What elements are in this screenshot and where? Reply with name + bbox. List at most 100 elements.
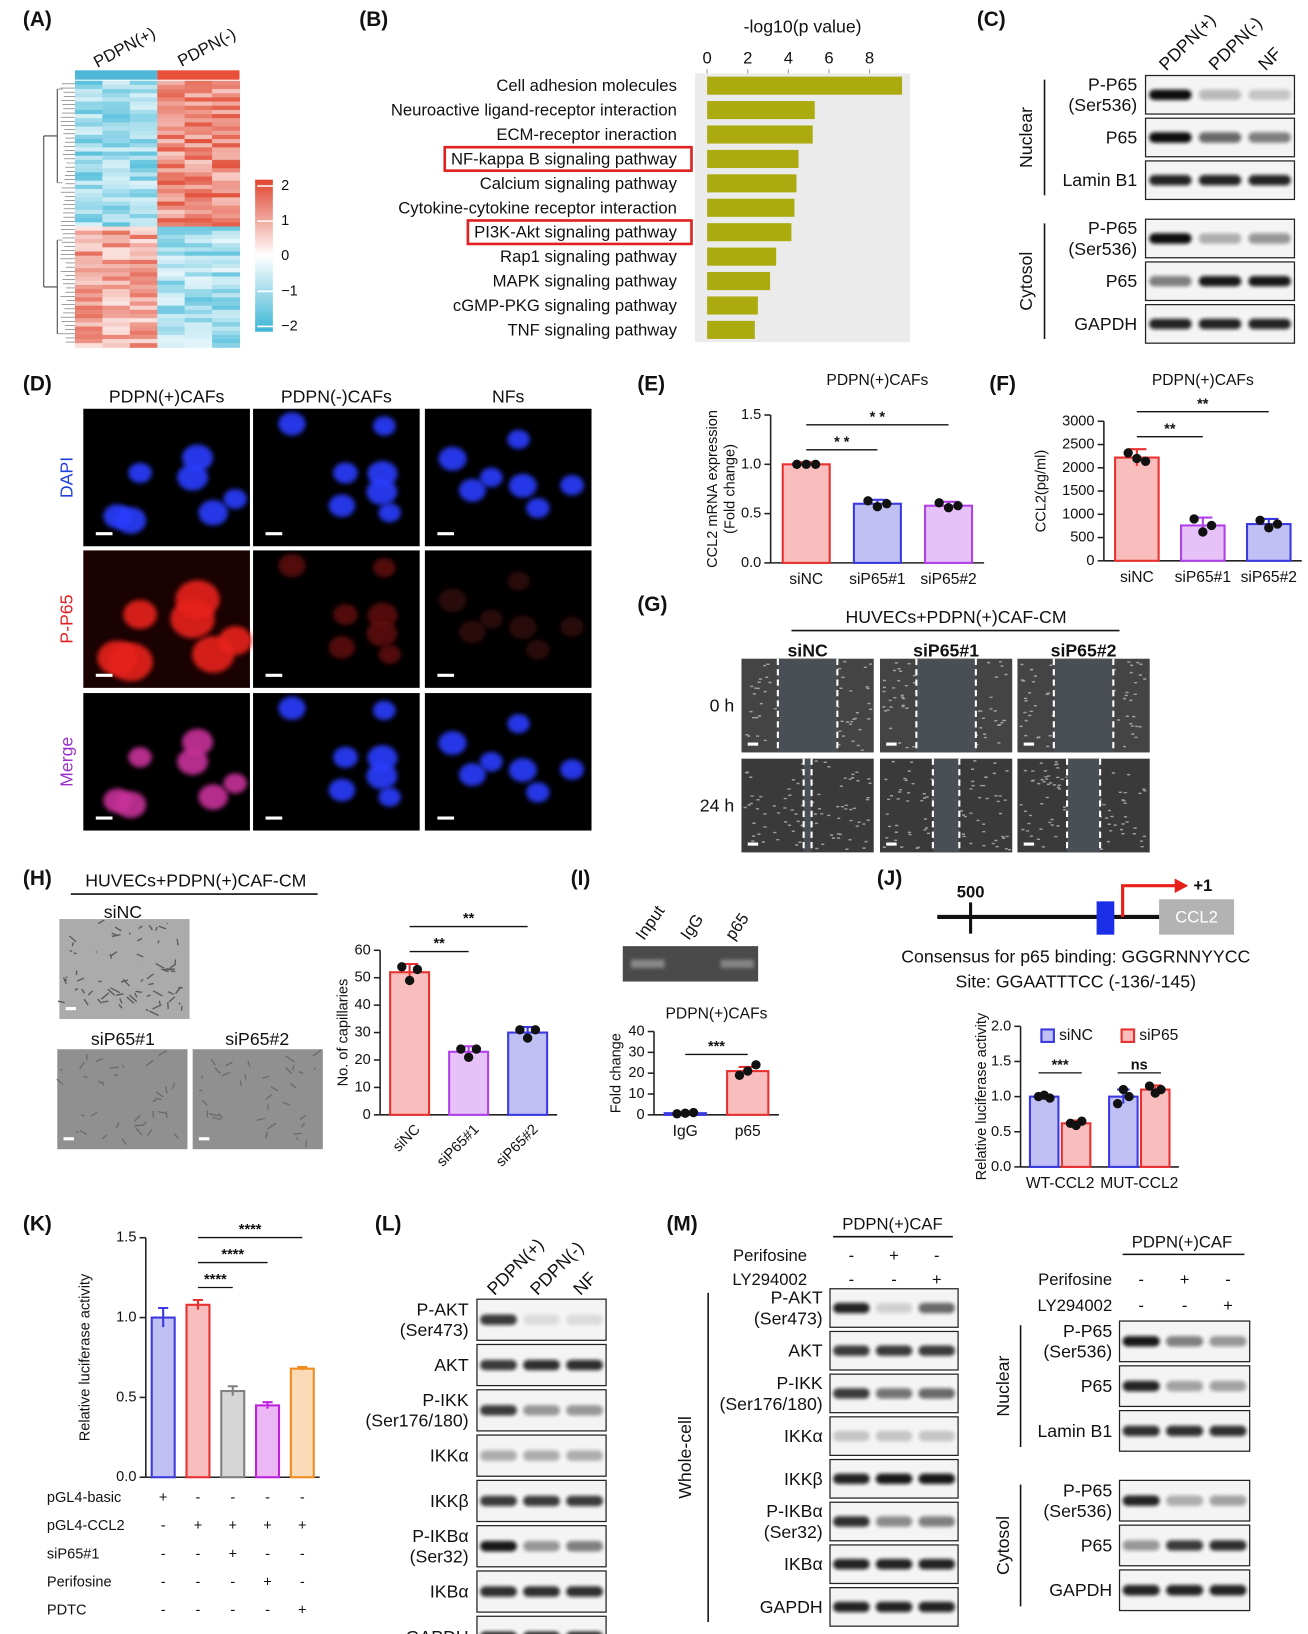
cell-texture xyxy=(743,760,872,851)
x-tick-label: IgG xyxy=(673,1123,698,1140)
panel-label: (E) xyxy=(637,372,665,395)
heatmap-cell xyxy=(129,268,158,273)
heatmap-cell xyxy=(102,280,131,286)
row-label: P-P65 xyxy=(57,594,77,643)
heatmap-cell xyxy=(102,226,131,232)
heatmap-cell xyxy=(184,326,213,332)
wound-gap xyxy=(777,658,838,753)
heatmap-cell xyxy=(184,201,213,207)
heatmap-cell xyxy=(74,151,103,157)
heatmap-cell xyxy=(157,330,186,336)
panel-label: (H) xyxy=(23,867,52,890)
heatmap-cell xyxy=(212,255,241,261)
row-label: (Ser32) xyxy=(410,1547,469,1567)
row-label: GAPDH xyxy=(1049,1580,1112,1600)
heatmap-cell xyxy=(157,218,186,223)
cell-nucleus xyxy=(378,503,401,523)
bar xyxy=(707,272,771,291)
condition-sign: - xyxy=(265,1546,270,1562)
heatmap-cell xyxy=(102,205,131,211)
panel-label: (L) xyxy=(375,1213,402,1236)
heatmap-cell xyxy=(74,180,103,186)
bar xyxy=(852,502,902,564)
condition-sign: + xyxy=(1180,1270,1190,1289)
blot-band xyxy=(480,1359,517,1371)
micrograph xyxy=(83,408,250,547)
cell-nucleus xyxy=(218,626,252,656)
condition-sign: - xyxy=(196,1490,201,1506)
heatmap-cell xyxy=(102,114,131,119)
heatmap-cell xyxy=(157,105,186,111)
bar xyxy=(150,1316,176,1479)
x-tick-label: siP65#1 xyxy=(849,571,905,588)
heatmap-cell xyxy=(129,334,158,340)
y-tick-label: 1000 xyxy=(1062,506,1094,522)
data-point xyxy=(1144,1081,1155,1091)
blot-band xyxy=(1248,89,1291,100)
bar xyxy=(707,174,797,193)
chart-title: PDPN(+)CAFs xyxy=(826,372,928,389)
heatmap-cell xyxy=(74,334,103,340)
heatmap-cell xyxy=(157,109,186,115)
heatmap-cell xyxy=(157,239,186,244)
blot-band xyxy=(566,1631,603,1634)
significance-label: *** xyxy=(1052,1058,1069,1074)
heatmap-cell xyxy=(129,80,158,86)
y-tick-label: 0 xyxy=(637,1107,645,1123)
heatmap-cell xyxy=(102,309,131,315)
heatmap-cell xyxy=(102,164,131,169)
condition-sign: - xyxy=(161,1603,166,1619)
heatmap-cell xyxy=(129,318,158,323)
heatmap-cell xyxy=(74,184,103,190)
blot-band xyxy=(918,1345,956,1356)
data-point xyxy=(872,502,883,512)
heatmap-cell xyxy=(212,201,241,207)
heatmap-cell xyxy=(212,343,241,348)
row-label: 0 h xyxy=(710,696,735,716)
heatmap-cell xyxy=(157,264,186,269)
significance-label: *** xyxy=(708,1039,725,1055)
blot-band xyxy=(1165,1540,1204,1551)
heatmap-cell xyxy=(212,147,241,153)
error-bar xyxy=(227,1385,238,1396)
heatmap-cell xyxy=(184,89,213,94)
error-bar xyxy=(262,1401,273,1409)
cell-nucleus xyxy=(333,746,358,768)
bar xyxy=(924,504,974,564)
blot-band xyxy=(1209,1585,1247,1596)
heatmap-cell xyxy=(102,297,131,303)
blot-band xyxy=(1209,1425,1247,1437)
y-tick-label: 0.0 xyxy=(741,555,761,571)
colorbar-tick-label: −2 xyxy=(281,318,298,334)
cell-nucleus xyxy=(560,616,585,638)
micrograph xyxy=(83,693,250,831)
heatmap-cell xyxy=(129,293,158,298)
row-label: P65 xyxy=(1081,1376,1113,1396)
heatmap-cell xyxy=(74,189,103,194)
condition-label: Perifosine xyxy=(733,1246,807,1265)
blot-band xyxy=(480,1541,517,1552)
cell-nucleus xyxy=(372,557,396,578)
heatmap-cell xyxy=(184,197,213,203)
highlight-box xyxy=(466,219,693,246)
heatmap-cell xyxy=(212,143,241,148)
blot-band xyxy=(1209,1540,1247,1551)
highlight-box xyxy=(443,145,693,172)
heatmap-cell xyxy=(212,130,241,136)
heatmap-cell xyxy=(212,97,241,103)
condition-sign: + xyxy=(1223,1296,1233,1315)
cell-nucleus xyxy=(223,488,247,510)
heatmap-cell xyxy=(74,309,103,315)
data-point xyxy=(397,962,407,972)
heatmap-cell xyxy=(157,222,186,228)
blot-band xyxy=(875,1558,913,1570)
blot-header: PDPN(+)CAF xyxy=(842,1215,942,1234)
heatmap-cell xyxy=(102,118,131,123)
cell-nucleus xyxy=(328,778,356,802)
blot-band xyxy=(833,1601,870,1613)
row-label: (Ser536) xyxy=(1068,239,1137,259)
heatmap-cell xyxy=(74,297,103,303)
blot-band xyxy=(875,1345,913,1356)
heatmap-cell xyxy=(157,338,186,344)
